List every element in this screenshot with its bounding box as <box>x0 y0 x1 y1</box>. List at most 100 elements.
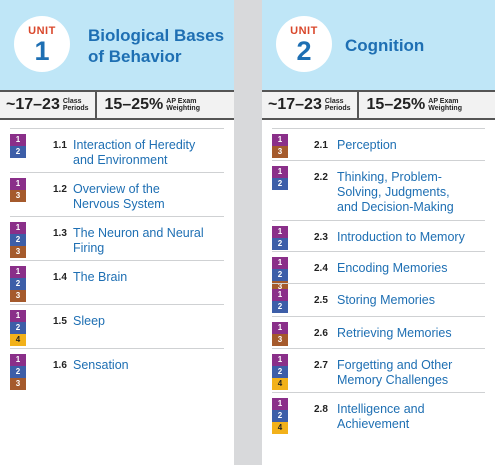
skill-chip: 1 <box>10 354 26 366</box>
topic-row[interactable]: 1 2 2.5 Storing Memories <box>272 283 485 313</box>
topic-row[interactable]: 1 2 3 1.6 Sensation <box>10 348 224 390</box>
unit-title-line: of Behavior <box>88 47 182 66</box>
periods-value: ~17–23 <box>268 96 322 113</box>
skill-chip: 2 <box>272 178 288 190</box>
topic-title-line: Thinking, Problem- <box>337 170 442 184</box>
topic-title[interactable]: Perception <box>337 138 485 153</box>
unit-stats-bar: ~17–23 Class Periods 15–25% AP Exam Weight… <box>262 90 495 120</box>
topic-row[interactable]: 1 2 3 1.3 The Neuron and Neural Firing <box>10 216 224 258</box>
topic-row[interactable]: 1 2 4 2.7 Forgetting and Other Memory Challen… <box>272 348 485 390</box>
periods-label: Class <box>324 98 344 105</box>
topic-title[interactable]: Storing Memories <box>337 293 485 308</box>
topic-title-line: Perception <box>337 138 397 152</box>
topic-row[interactable]: 1 2 2.2 Thinking, Problem- Solving, Judgment… <box>272 160 485 214</box>
topic-title-line: Encoding Memories <box>337 261 448 275</box>
skill-chip: 1 <box>10 222 26 234</box>
topic-row[interactable]: 1 2 1.1 Interaction of Heredity and Environm… <box>10 128 224 167</box>
topic-title-line: Sensation <box>73 358 129 372</box>
skill-chip: 2 <box>272 366 288 378</box>
skill-chip: 3 <box>272 146 288 158</box>
topic-number: 2.5 <box>314 295 328 306</box>
unit-title-line: Cognition <box>345 36 425 55</box>
unit-number: 1 <box>34 36 50 66</box>
topic-row[interactable]: 1 2 4 2.8 Intelligence and Achievement <box>272 392 485 434</box>
skill-chip: 1 <box>10 310 26 322</box>
weight-label: AP Exam <box>428 98 459 105</box>
topic-number: 2.1 <box>314 140 328 151</box>
topic-title-line: Memory Challenges <box>337 373 449 387</box>
weight-label: AP Exam <box>166 98 197 105</box>
topic-title[interactable]: Forgetting and Other Memory Challenges <box>337 358 485 388</box>
topic-number: 2.3 <box>314 232 328 243</box>
topic-title[interactable]: Sleep <box>73 314 224 329</box>
weight-value: 15–25 <box>366 96 412 113</box>
topic-title[interactable]: The Neuron and Neural Firing <box>73 226 224 256</box>
topic-title-line: Solving, Judgments, <box>337 185 450 199</box>
topic-row[interactable]: 1 2 4 1.5 Sleep <box>10 304 224 346</box>
skill-chip: 1 <box>272 226 288 238</box>
topic-row[interactable]: 1 3 1.2 Overview of the Nervous System <box>10 172 224 211</box>
topic-title-line: The Neuron and Neural <box>73 226 204 240</box>
skill-chip: 1 <box>272 354 288 366</box>
topic-title[interactable]: Retrieving Memories <box>337 326 485 341</box>
skill-chip: 1 <box>10 178 26 190</box>
topic-number: 2.8 <box>314 404 328 415</box>
topic-row[interactable]: 1 2 2.3 Introduction to Memory <box>272 220 485 250</box>
weight-value: 15–25 <box>104 96 150 113</box>
topic-title[interactable]: Overview of the Nervous System <box>73 182 224 212</box>
topic-title[interactable]: Introduction to Memory <box>337 230 485 245</box>
unit-title: Biological Bases of Behavior <box>88 25 230 67</box>
topic-title[interactable]: Intelligence and Achievement <box>337 402 485 432</box>
topic-title-line: and Environment <box>73 153 168 167</box>
unit-header: UNIT 1 Biological Bases of Behavior <box>0 0 234 90</box>
topic-title[interactable]: Sensation <box>73 358 224 373</box>
topic-number: 1.5 <box>53 316 67 327</box>
topic-row[interactable]: 1 3 2.6 Retrieving Memories <box>272 316 485 346</box>
skill-chip: 3 <box>10 246 26 258</box>
topic-title-line: Overview of the <box>73 182 160 196</box>
weight-percent: % <box>149 96 164 113</box>
unit-badge: UNIT 1 <box>14 16 70 72</box>
topic-title-line: and Decision-Making <box>337 200 454 214</box>
unit-1-column: UNIT 1 Biological Bases of Behavior ~17–… <box>0 0 234 465</box>
topic-title-line: Storing Memories <box>337 293 435 307</box>
periods-label: Class <box>62 98 82 105</box>
topic-number: 1.3 <box>53 228 67 239</box>
topic-row[interactable]: 1 3 2.1 Perception <box>272 128 485 158</box>
unit-word: UNIT <box>28 25 56 37</box>
topic-title[interactable]: The Brain <box>73 270 224 285</box>
skill-chip: 4 <box>272 378 288 390</box>
skill-chip: 1 <box>10 134 26 146</box>
skill-chip: 3 <box>10 190 26 202</box>
topic-row[interactable]: 1 2 3 2.4 Encoding Memories <box>272 251 485 293</box>
unit-2-column: UNIT 2 Cognition ~17–23 Class Periods 15–… <box>262 0 495 465</box>
topic-row[interactable]: 1 2 3 1.4 The Brain <box>10 260 224 302</box>
topic-number: 2.6 <box>314 328 328 339</box>
topic-title-line: Firing <box>73 241 105 255</box>
skill-chip: 1 <box>272 134 288 146</box>
topic-title-line: Interaction of Heredity <box>73 138 196 152</box>
exam-weighting: 15–25% AP Exam Weighting <box>359 92 466 118</box>
periods-value: ~17–23 <box>6 96 60 113</box>
topic-title[interactable]: Encoding Memories <box>337 261 485 276</box>
topic-title[interactable]: Thinking, Problem- Solving, Judgments, and… <box>337 170 485 215</box>
unit-title: Cognition <box>345 35 491 56</box>
topic-title[interactable]: Interaction of Heredity and Environment <box>73 138 224 168</box>
class-periods: ~17–23 Class Periods <box>0 92 97 118</box>
skill-chip: 1 <box>272 166 288 178</box>
exam-weighting: 15–25% AP Exam Weighting <box>97 92 204 118</box>
skill-chip: 2 <box>10 234 26 246</box>
periods-label: Periods <box>324 105 351 112</box>
unit-badge: UNIT 2 <box>276 16 332 72</box>
skill-chip: 2 <box>10 278 26 290</box>
unit-number: 2 <box>296 36 312 66</box>
